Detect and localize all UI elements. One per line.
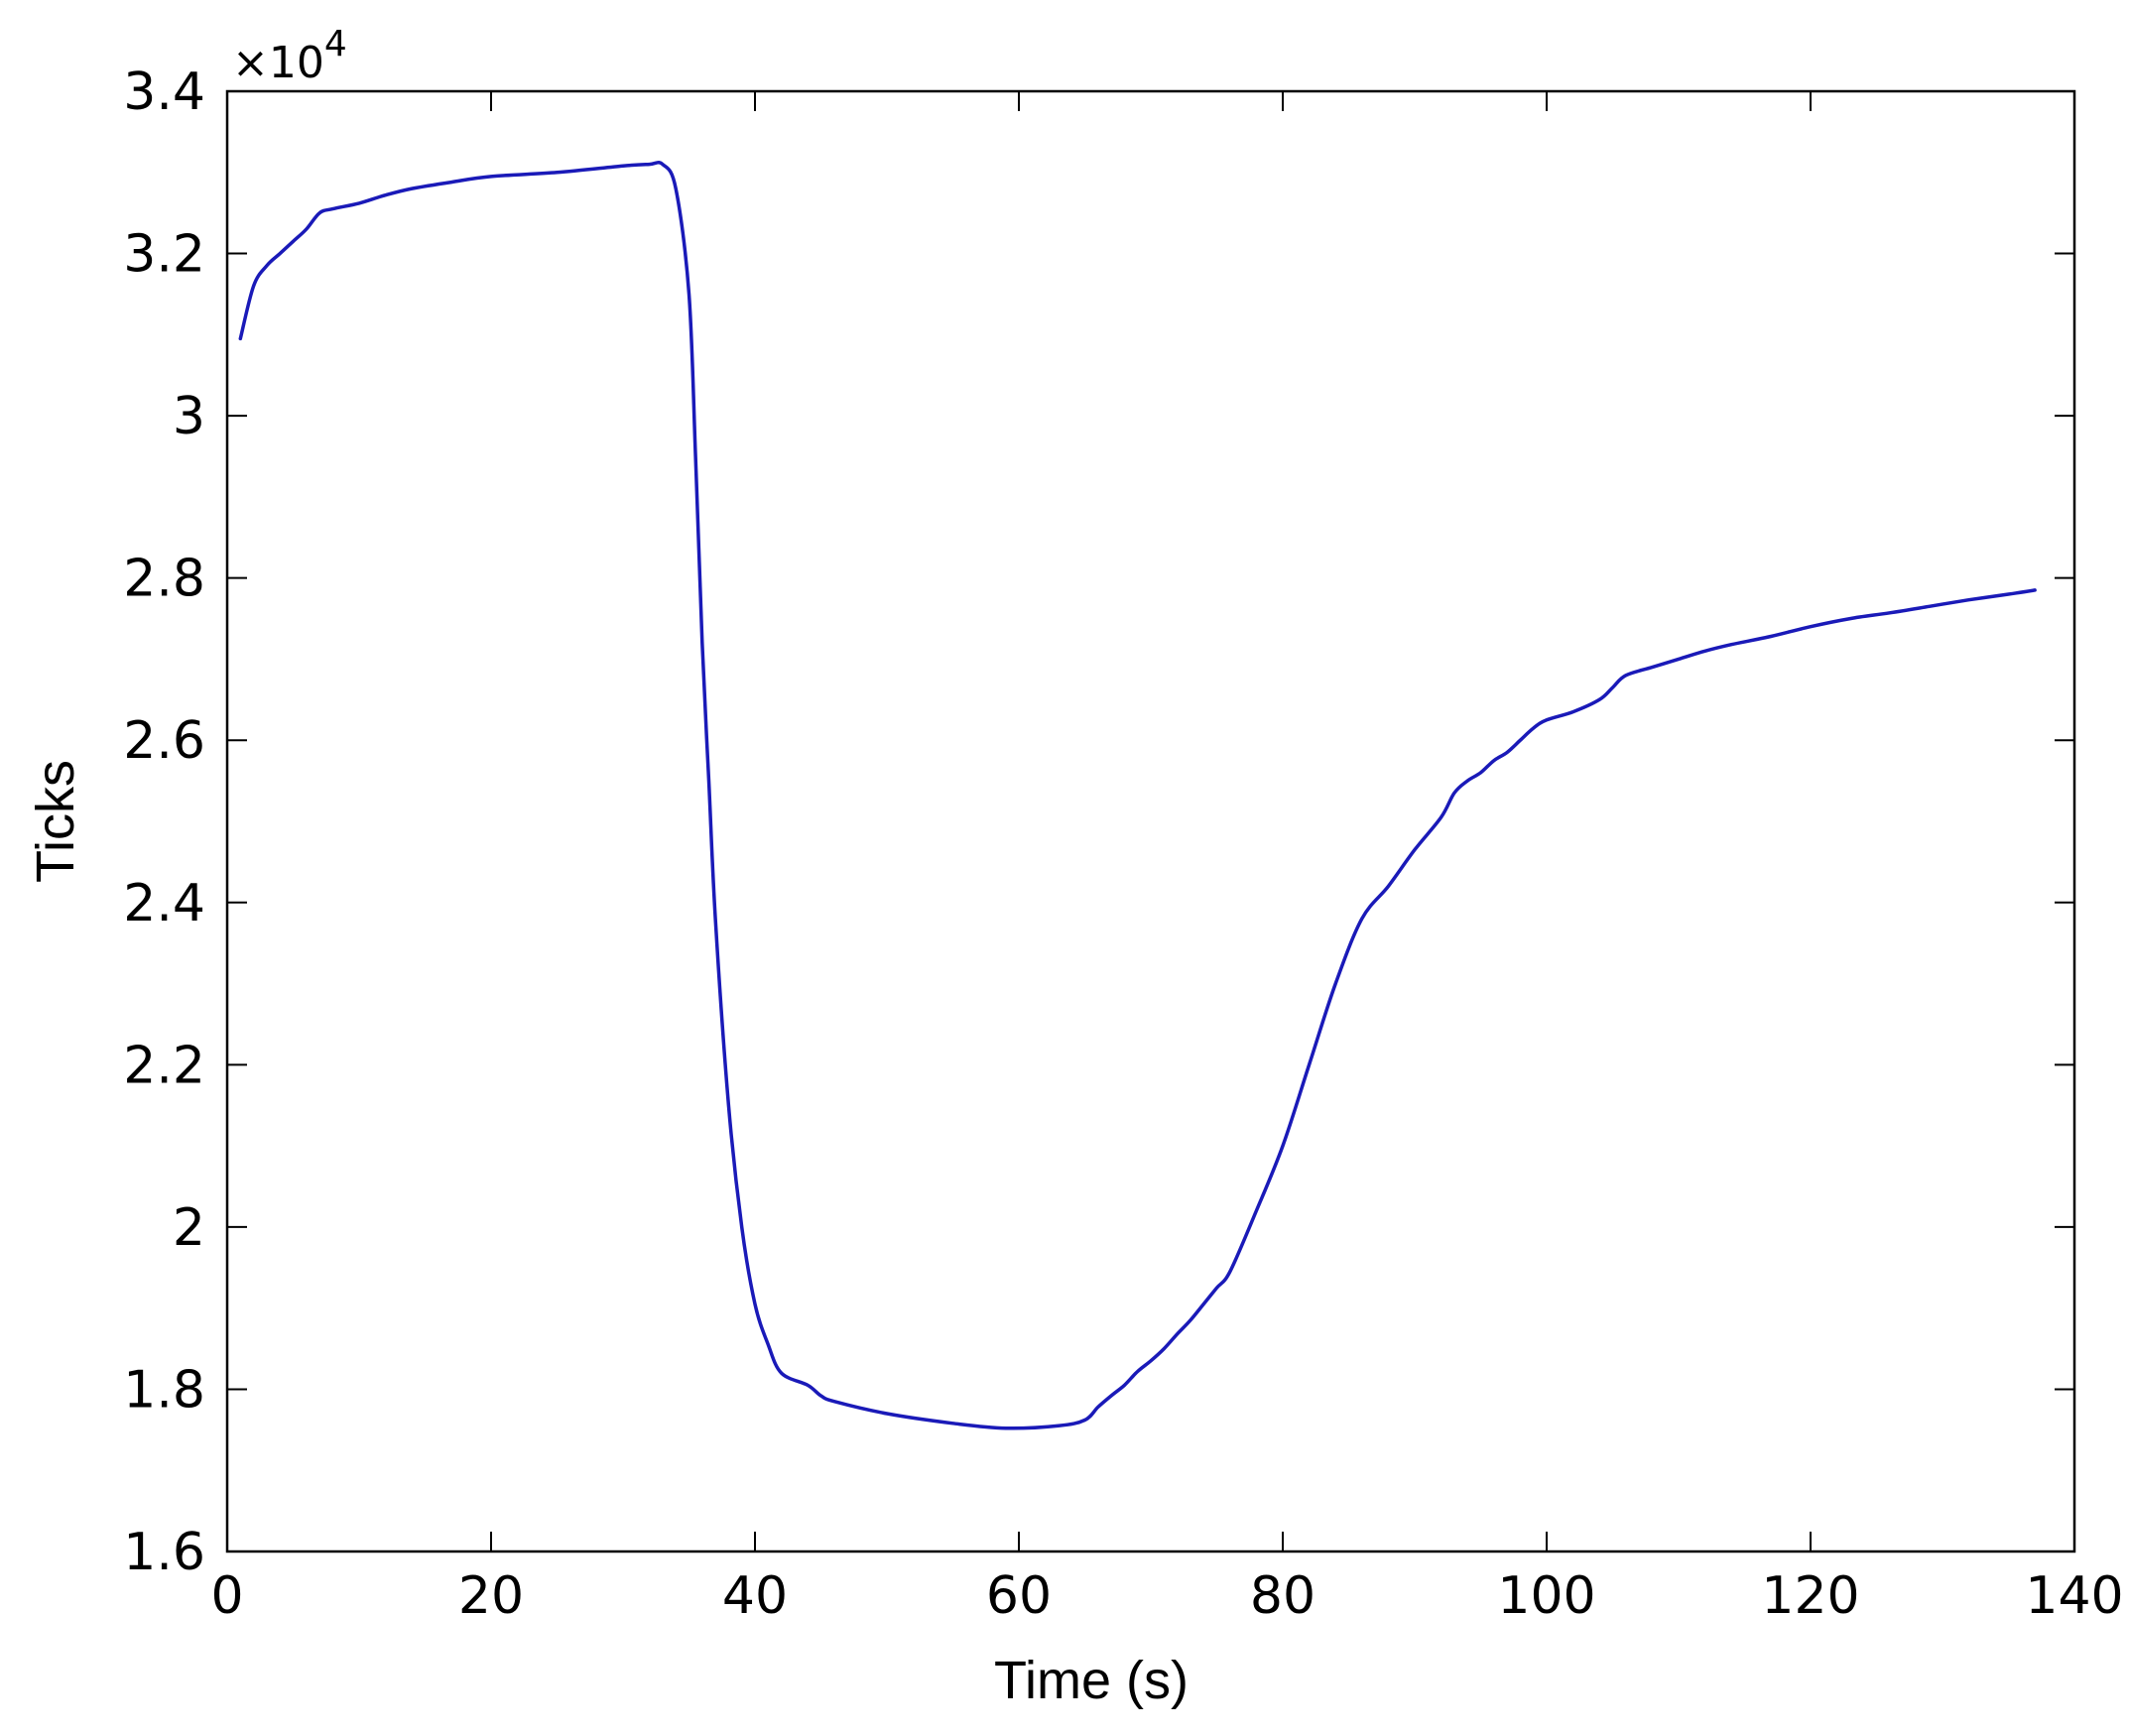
series-line <box>238 160 2037 1430</box>
y-axis-title: Ticks <box>26 760 85 883</box>
y-multiplier-exponent: 4 <box>324 24 347 64</box>
x-tick-label: 60 <box>986 1566 1052 1626</box>
x-tick-label: 80 <box>1250 1566 1315 1626</box>
y-tick-label: 3.4 <box>123 62 205 122</box>
y-tick-label: 1.6 <box>123 1523 205 1582</box>
x-tick-label: 120 <box>1761 1566 1859 1626</box>
x-tick-label: 100 <box>1497 1566 1595 1626</box>
y-tick-label: 2.8 <box>123 550 205 609</box>
x-axis-title: Time (s) <box>994 1651 1189 1710</box>
x-tick-label: 0 <box>210 1566 243 1626</box>
x-tick-label: 20 <box>458 1566 524 1626</box>
y-tick-label: 1.8 <box>123 1360 205 1420</box>
x-tick-label: 140 <box>2025 1566 2123 1626</box>
x-tick-label: 40 <box>722 1566 788 1626</box>
y-tick-label: 2.2 <box>123 1036 205 1095</box>
y-multiplier: ×104 <box>232 24 347 88</box>
y-axis-ticks: 1.6 1.8 2 2.2 2.4 2.6 2.8 3 3.2 3.4 <box>123 62 2074 1582</box>
y-tick-label: 3 <box>173 387 205 446</box>
y-tick-label: 2 <box>173 1198 205 1258</box>
y-tick-label: 2.6 <box>123 711 205 771</box>
y-tick-label: 2.4 <box>123 874 205 933</box>
y-tick-label: 3.2 <box>123 225 205 285</box>
y-multiplier-base: ×10 <box>232 38 324 88</box>
plot-area-frame <box>225 89 2076 1553</box>
x-axis-ticks: 0 20 40 60 80 100 120 140 <box>210 91 2124 1626</box>
